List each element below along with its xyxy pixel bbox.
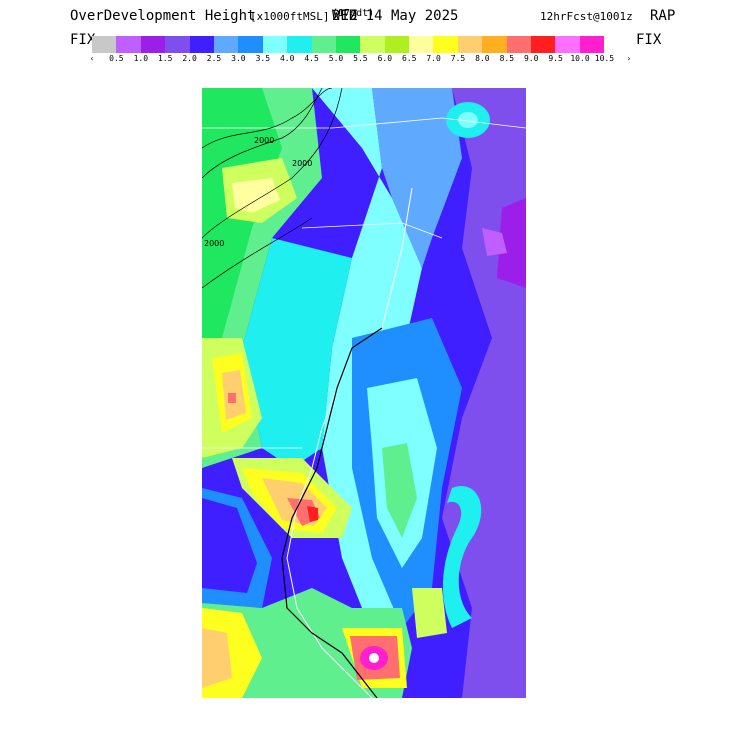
model-name: RAP — [650, 8, 676, 24]
legend-tick-label: 9.0 — [523, 54, 539, 63]
region-paleyellow-nw — [232, 178, 280, 213]
legend-swatch — [482, 36, 507, 53]
color-legend-bar — [92, 36, 605, 53]
region-violet-ne — [497, 198, 526, 288]
units-label: [x1000ftMSL] — [250, 10, 330, 23]
coastline — [286, 187, 413, 698]
legend-swatch — [189, 36, 214, 53]
region-green-offshore — [382, 443, 417, 538]
legend-tick-label: ‹ — [89, 54, 95, 63]
weather-map: 2000 2000 2000 — [202, 88, 526, 698]
valid-hour: 21Z — [332, 8, 358, 24]
legend-swatch — [409, 36, 434, 53]
border-north — [202, 117, 526, 129]
map-canvas: 2000 2000 2000 — [202, 88, 526, 698]
legend-tick-label: 5.5 — [353, 54, 368, 63]
legend-tick-label: 3.5 — [255, 54, 271, 63]
contour-line — [202, 88, 343, 239]
legend-tick-label: 4.5 — [304, 54, 319, 63]
legend-tick-label: 7.5 — [450, 54, 466, 63]
legend-tick-label: 9.5 — [548, 54, 563, 63]
local-time: (17edt) — [332, 8, 375, 19]
legend-swatch — [140, 36, 166, 53]
legend-tick-label: 6.5 — [401, 54, 417, 63]
fix-left-label: FIX — [70, 32, 96, 48]
region-red-west — [228, 393, 236, 403]
legend-swatch — [213, 36, 239, 53]
legend-swatch — [555, 36, 580, 53]
region-lightblue-north — [372, 88, 462, 268]
region-white-se — [369, 653, 379, 663]
legend-swatch — [384, 36, 410, 53]
legend-swatch — [165, 36, 190, 53]
fix-right-label: FIX — [636, 32, 662, 48]
legend-swatch — [116, 36, 141, 53]
legend-swatch — [506, 36, 532, 53]
contour-line — [202, 217, 313, 289]
valid-date: WED 14 May 2025 — [332, 8, 459, 24]
contour-line — [202, 88, 323, 179]
region-cyan-ne-core — [458, 112, 478, 128]
legend-tick-label: 10.5 — [594, 54, 615, 63]
region-magenta-ne — [482, 228, 507, 256]
legend-swatch — [335, 36, 361, 53]
legend-tick-label: 2.5 — [206, 54, 222, 63]
region-orange-sw — [202, 628, 232, 688]
legend-tick-label: 8.0 — [475, 54, 490, 63]
legend-tick-label: 10.0 — [570, 54, 590, 63]
region-yellowgreen-se — [412, 588, 447, 638]
legend-tick-label: 5.0 — [328, 54, 344, 63]
legend-tick-label: 6.0 — [377, 54, 393, 63]
legend-swatch — [531, 36, 556, 53]
region-blue-gulf-core — [202, 498, 257, 593]
legend-tick-label: 1.0 — [133, 54, 149, 63]
legend-swatch — [262, 36, 288, 53]
border-nc-sc — [301, 222, 443, 239]
contour-label: 2000 — [254, 136, 274, 145]
contour-label: 2000 — [204, 239, 224, 248]
forecast-label: 12hrFcst@1001z — [540, 10, 633, 23]
legend-tick-label: 7.0 — [426, 54, 441, 63]
region-cyan-midwest — [242, 238, 352, 468]
legend-swatch — [360, 36, 385, 53]
legend-tick-label: › — [626, 54, 632, 63]
region-swirl-east — [442, 486, 482, 628]
chart-title: OverDevelopment Height [x1000ftMSL] 21Z(… — [70, 8, 675, 30]
legend-tick-label: 0.5 — [109, 54, 124, 63]
state-border — [281, 327, 383, 698]
legend-swatch — [92, 36, 117, 53]
contour-label: 2000 — [292, 159, 312, 168]
field-name: OverDevelopment Height — [70, 8, 256, 24]
legend-tick-label: 8.5 — [499, 54, 515, 63]
legend-tick-label: 4.0 — [279, 54, 295, 63]
region-red-fl-core — [307, 506, 318, 522]
legend-swatch — [287, 36, 312, 53]
legend-swatch — [457, 36, 483, 53]
legend-swatch — [311, 36, 336, 53]
color-legend-ticks: ‹ 0.5 1.0 1.5 2.0 2.5 3.0 3.5 4.0 4.5 5.0 5.5 6.0 6.5… — [89, 54, 641, 66]
legend-swatch — [238, 36, 263, 53]
legend-tick-label: 3.0 — [231, 54, 246, 63]
legend-swatch — [433, 36, 458, 53]
legend-tick-label: 1.5 — [157, 54, 173, 63]
legend-tick-label: 2.0 — [182, 54, 197, 63]
legend-swatch — [579, 36, 605, 53]
contour-line — [202, 88, 333, 149]
